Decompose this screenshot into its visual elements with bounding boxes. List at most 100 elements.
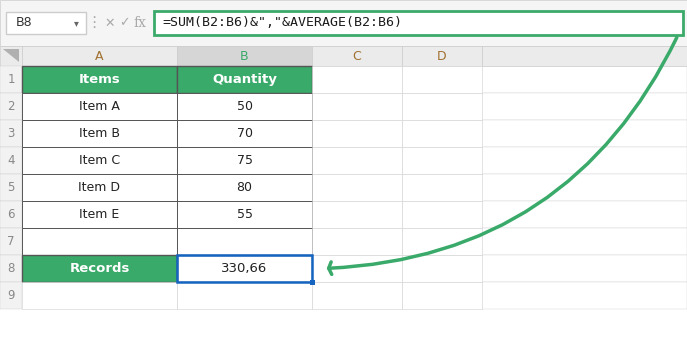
Text: ✓: ✓ — [119, 17, 129, 29]
Bar — [6, 12, 86, 34]
Bar — [22, 174, 177, 201]
Bar — [402, 46, 482, 66]
Bar — [177, 174, 312, 201]
Bar — [22, 66, 177, 93]
Bar — [22, 201, 177, 228]
Bar — [312, 147, 402, 174]
Bar — [177, 228, 312, 255]
Bar — [0, 282, 22, 309]
Text: 55: 55 — [236, 208, 253, 221]
Bar — [402, 120, 482, 147]
Bar — [312, 46, 402, 66]
Bar — [0, 228, 22, 255]
Bar — [0, 120, 22, 147]
Text: 50: 50 — [236, 100, 253, 113]
Bar — [177, 66, 312, 93]
Bar — [0, 201, 22, 228]
Bar — [402, 255, 482, 282]
Text: 4: 4 — [8, 154, 14, 167]
Text: B: B — [240, 49, 249, 63]
Bar — [177, 282, 312, 309]
Text: =SUM(B2:B6)&","&AVERAGE(B2:B6): =SUM(B2:B6)&","&AVERAGE(B2:B6) — [162, 17, 402, 29]
Text: 6: 6 — [8, 208, 14, 221]
Bar — [312, 282, 402, 309]
Bar — [482, 174, 687, 201]
Bar — [402, 66, 482, 93]
Bar — [310, 280, 315, 284]
Text: 7: 7 — [8, 235, 14, 248]
Text: 3: 3 — [8, 127, 14, 140]
Bar — [482, 255, 687, 282]
Bar — [177, 93, 312, 120]
Text: 2: 2 — [8, 100, 14, 113]
Bar — [0, 174, 22, 201]
Bar — [177, 255, 312, 282]
Bar — [482, 147, 687, 174]
Bar — [0, 46, 22, 66]
Bar — [22, 282, 177, 309]
Bar — [402, 282, 482, 309]
Bar — [402, 228, 482, 255]
Text: Quantity: Quantity — [212, 73, 277, 86]
Text: 1: 1 — [8, 73, 14, 86]
Text: Item D: Item D — [78, 181, 120, 194]
Text: Item E: Item E — [80, 208, 120, 221]
Bar — [402, 201, 482, 228]
Text: 80: 80 — [236, 181, 253, 194]
Bar — [177, 120, 312, 147]
Polygon shape — [3, 49, 19, 62]
Text: ▾: ▾ — [74, 18, 78, 28]
Bar — [177, 147, 312, 174]
Bar — [22, 228, 177, 255]
Bar — [482, 201, 687, 228]
Bar — [22, 255, 177, 282]
Bar — [482, 66, 687, 93]
Bar — [312, 93, 402, 120]
Text: 75: 75 — [236, 154, 253, 167]
Bar — [312, 174, 402, 201]
Bar — [22, 93, 177, 120]
Bar — [0, 0, 687, 46]
Bar — [482, 93, 687, 120]
Bar — [312, 228, 402, 255]
Bar — [402, 93, 482, 120]
Bar — [402, 147, 482, 174]
Text: ✕: ✕ — [104, 17, 115, 29]
Bar — [0, 46, 687, 346]
Text: Item C: Item C — [79, 154, 120, 167]
Text: Records: Records — [69, 262, 130, 275]
Text: Item A: Item A — [79, 100, 120, 113]
Text: 9: 9 — [8, 289, 14, 302]
Bar — [154, 11, 683, 35]
Bar — [0, 255, 22, 282]
Bar — [0, 66, 22, 93]
Bar — [22, 46, 177, 66]
Bar — [0, 93, 22, 120]
Bar — [22, 147, 177, 174]
Text: Item B: Item B — [79, 127, 120, 140]
Bar — [312, 66, 402, 93]
Bar — [177, 255, 312, 282]
Bar — [482, 46, 687, 66]
Bar — [0, 147, 22, 174]
Text: fx: fx — [133, 16, 146, 30]
Text: Items: Items — [78, 73, 120, 86]
Text: A: A — [95, 49, 104, 63]
Bar — [312, 201, 402, 228]
Text: D: D — [437, 49, 447, 63]
Bar — [402, 174, 482, 201]
Bar — [482, 228, 687, 255]
Bar — [312, 255, 402, 282]
Bar — [177, 46, 312, 66]
Text: 8: 8 — [8, 262, 14, 275]
Bar — [312, 120, 402, 147]
Bar — [482, 282, 687, 309]
Text: 5: 5 — [8, 181, 14, 194]
Text: B8: B8 — [16, 17, 32, 29]
Bar — [177, 201, 312, 228]
Text: C: C — [352, 49, 361, 63]
Bar — [482, 120, 687, 147]
Text: ⋮: ⋮ — [87, 16, 102, 30]
Bar — [22, 120, 177, 147]
Text: 330,66: 330,66 — [221, 262, 268, 275]
